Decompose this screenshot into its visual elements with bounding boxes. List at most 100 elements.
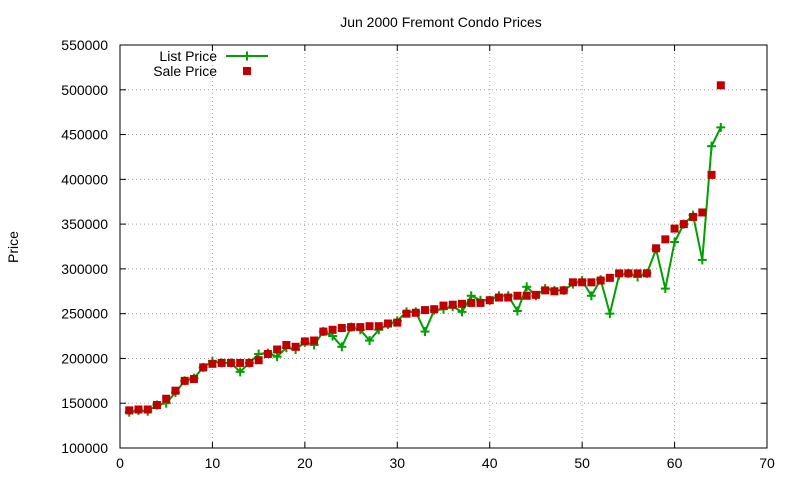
sale-price-point: [337, 323, 346, 332]
legend-label-sale-price: Sale Price: [153, 63, 217, 79]
list-price-point: [522, 282, 532, 292]
sale-price-point: [217, 358, 226, 367]
x-tick-label: 0: [116, 455, 124, 471]
sale-price-point: [356, 323, 365, 332]
list-price-point: [272, 352, 282, 362]
sale-price-point: [300, 337, 309, 346]
y-tick-label: 350000: [61, 216, 108, 232]
sale-price-point: [393, 318, 402, 327]
sale-price-point: [568, 278, 577, 287]
sale-price-point: [125, 406, 134, 415]
series-layer: [124, 81, 726, 417]
sale-price-point: [596, 276, 605, 285]
y-axis-label: Price: [5, 231, 21, 263]
sale-price-point: [642, 269, 651, 278]
legend-swatch-sale-price: [243, 67, 251, 75]
sale-price-point: [439, 301, 448, 310]
sale-price-point: [328, 325, 337, 334]
sale-price-point: [254, 356, 263, 365]
sale-price-point: [319, 327, 328, 336]
sale-price-point: [670, 224, 679, 233]
sale-price-point: [522, 291, 531, 300]
sale-price-point: [624, 269, 633, 278]
sale-price-point: [559, 286, 568, 295]
sale-price-point: [245, 358, 254, 367]
sale-price-point: [476, 298, 485, 307]
y-tick-label: 550000: [61, 37, 108, 53]
sale-price-point: [162, 394, 171, 403]
list-price-point: [337, 342, 347, 352]
y-tick-label: 200000: [61, 350, 108, 366]
sale-price-point: [661, 235, 670, 244]
legend-marker-list-price: [242, 51, 252, 61]
sale-price-point: [448, 300, 457, 309]
chart-title: Jun 2000 Fremont Condo Prices: [340, 14, 542, 30]
sale-price-point: [152, 401, 161, 410]
list-price-point: [457, 307, 467, 317]
sale-price-point: [273, 345, 282, 354]
sale-price-point: [310, 336, 319, 345]
list-price-point: [660, 284, 670, 294]
list-price-point: [466, 291, 476, 301]
plot-frame: [119, 44, 768, 449]
x-tick-label: 60: [667, 455, 683, 471]
sale-price-point: [263, 349, 272, 358]
series-1: [125, 81, 725, 415]
x-tick-label: 30: [389, 455, 405, 471]
sale-price-point: [531, 290, 540, 299]
list-price-point: [707, 141, 717, 151]
sale-price-point: [541, 286, 550, 295]
sale-price-point: [652, 244, 661, 253]
sale-price-point: [180, 376, 189, 385]
list-price-point: [586, 291, 596, 301]
y-tick-label: 250000: [61, 306, 108, 322]
list-price-point: [365, 336, 375, 346]
sale-price-point: [504, 293, 513, 302]
y-tick-label: 150000: [61, 395, 108, 411]
sale-price-point: [550, 287, 559, 296]
legend-label-list-price: List Price: [159, 48, 217, 64]
sale-price-point: [291, 342, 300, 351]
sale-price-point: [430, 305, 439, 314]
sale-price-point: [698, 208, 707, 217]
sale-price-point: [707, 170, 716, 179]
sale-price-point: [457, 299, 466, 308]
x-tick-label: 40: [482, 455, 498, 471]
sale-price-point: [411, 308, 420, 317]
sale-price-point: [384, 319, 393, 328]
list-price-point: [716, 122, 726, 132]
sale-price-point: [494, 293, 503, 302]
sale-price-point: [633, 269, 642, 278]
y-tick-label: 100000: [61, 440, 108, 456]
list-price-point: [697, 255, 707, 265]
sale-price-point: [467, 298, 476, 307]
sale-price-point: [421, 306, 430, 315]
sale-price-point: [143, 405, 152, 414]
sale-price-point: [485, 296, 494, 305]
sale-price-point: [226, 358, 235, 367]
list-price-point: [235, 367, 245, 377]
x-tick-label: 10: [205, 455, 221, 471]
y-tick-label: 400000: [61, 171, 108, 187]
sale-price-point: [679, 220, 688, 229]
legend: List Price Sale Price: [153, 48, 268, 79]
x-tick-label: 20: [297, 455, 313, 471]
sale-price-point: [689, 212, 698, 221]
sale-price-point: [513, 291, 522, 300]
sale-price-point: [716, 81, 725, 90]
sale-price-point: [578, 278, 587, 287]
sale-price-point: [189, 375, 198, 384]
list-price-point: [605, 309, 615, 319]
sale-price-point: [374, 322, 383, 331]
list-price-point: [670, 237, 680, 247]
sale-price-point: [199, 363, 208, 372]
sale-price-point: [282, 341, 291, 350]
x-tick-label: 70: [759, 455, 775, 471]
sale-price-point: [236, 358, 245, 367]
sale-price-point: [347, 323, 356, 332]
sale-price-point: [615, 269, 624, 278]
list-price-point: [512, 306, 522, 316]
sale-price-point: [171, 386, 180, 395]
sale-price-point: [605, 273, 614, 282]
